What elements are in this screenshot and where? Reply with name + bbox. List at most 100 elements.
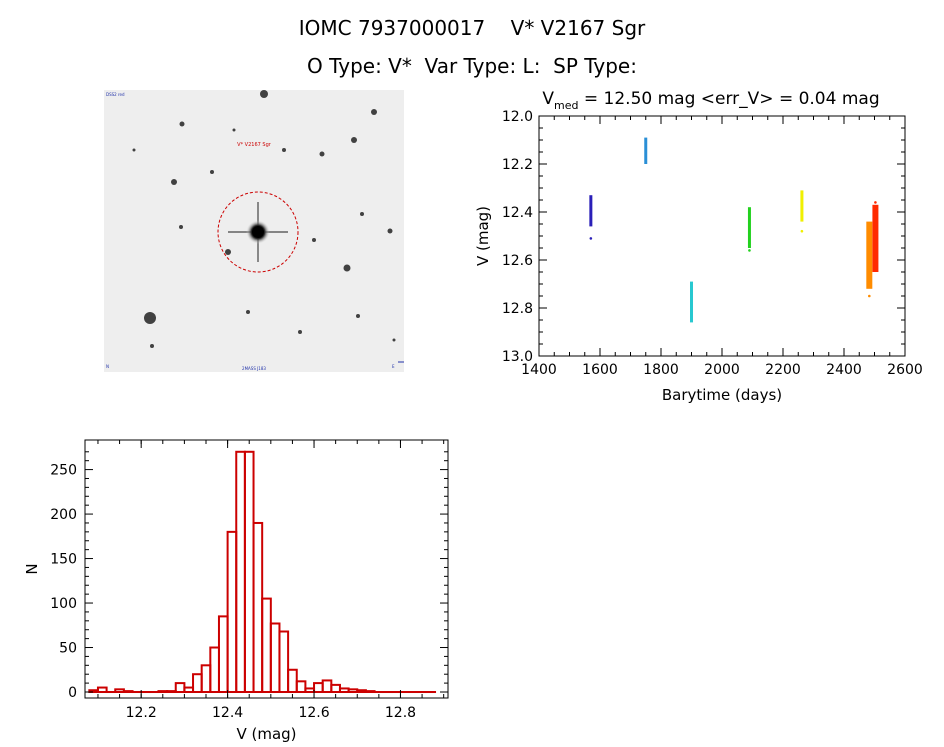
field-star	[343, 264, 351, 272]
histogram-bar	[252, 521, 264, 693]
field-star	[171, 179, 177, 185]
lc-x-tick-label: 2200	[765, 362, 801, 378]
hist-y-tick-label: 0	[68, 685, 77, 701]
lc-season-points	[690, 281, 693, 323]
field-star	[179, 121, 185, 127]
title-line-2: O Type: V* Var Type: L: SP Type:	[307, 54, 637, 78]
lc-x-tick-label: 1600	[582, 362, 618, 378]
hist-plot-frame	[84, 439, 449, 699]
lc-y-tick-label: 12.6	[502, 253, 533, 269]
lc-season-cluster	[866, 221, 873, 298]
histogram-bar	[192, 673, 203, 693]
lc-plot-frame	[538, 115, 906, 357]
bottom-label: 2MASS J183	[242, 366, 266, 371]
lc-season-cluster	[800, 190, 804, 233]
histogram-bar	[235, 450, 246, 693]
lc-season-points	[866, 221, 873, 289]
field-star	[392, 338, 396, 342]
field-star	[225, 249, 231, 255]
histogram-bar	[200, 664, 212, 694]
histogram-bar	[114, 688, 125, 693]
lc-season-points	[644, 137, 648, 164]
hist-y-tick-label: 150	[50, 552, 77, 568]
field-star	[132, 148, 136, 152]
histogram-bar	[338, 687, 350, 693]
histogram-bar	[243, 450, 255, 693]
hist-y-tick-label: 100	[50, 596, 77, 612]
target-highlight-circle	[217, 191, 299, 273]
lc-x-axis-label: Barytime (days)	[662, 386, 782, 404]
corner-label-bottom-right: E	[392, 364, 395, 369]
histogram-bar	[269, 622, 281, 693]
hist-y-tick-label: 200	[50, 507, 77, 523]
lc-season-cluster	[747, 207, 751, 252]
lc-axes: 1400 1600 1800 2000 2200 2400 2600 12.0 12.2 12.4…	[502, 109, 923, 378]
field-star	[387, 228, 393, 234]
histogram-bar	[321, 679, 333, 693]
field-star	[150, 344, 154, 348]
histogram-bar	[217, 615, 229, 693]
histogram-bar	[347, 688, 359, 693]
hist-y-axis-label: N	[23, 563, 41, 574]
histogram-bar	[183, 686, 195, 694]
field-star	[210, 170, 214, 174]
field-star	[298, 330, 302, 334]
lc-season-points	[872, 204, 879, 272]
histogram-bar	[96, 686, 108, 694]
lc-season-cluster	[589, 195, 593, 240]
field-star	[360, 212, 364, 216]
lc-season-cluster	[872, 201, 879, 272]
histogram-bar	[313, 682, 324, 694]
orientation-compass-icon	[398, 361, 404, 363]
field-stars	[132, 90, 396, 348]
histogram-bar	[174, 682, 186, 694]
lc-y-tick-label: 13.0	[502, 349, 533, 365]
lc-data-points	[589, 137, 879, 323]
histogram-bar	[364, 690, 376, 694]
lc-y-tick-label: 12.0	[502, 109, 533, 125]
lc-outlier-point	[868, 294, 871, 298]
hist-y-tick-label: 250	[50, 463, 77, 479]
histogram-bar	[209, 646, 220, 693]
histogram-bar	[304, 687, 316, 693]
field-star	[319, 151, 325, 157]
hist-y-tick-label: 50	[59, 641, 77, 657]
lc-y-tick-label: 12.2	[502, 157, 533, 173]
lc-x-tick-label: 2400	[826, 362, 862, 378]
lc-title: Vmed = 12.50 mag <err_V> = 0.04 mag	[542, 89, 879, 112]
lc-y-tick-label: 12.8	[502, 301, 533, 317]
field-star	[179, 225, 183, 229]
hist-x-tick-label: 12.4	[212, 705, 243, 721]
field-star	[144, 312, 156, 324]
lc-outlier-point	[800, 229, 804, 233]
lc-y-tick-label: 12.4	[502, 205, 533, 221]
field-star	[246, 310, 250, 314]
histogram-bar	[278, 630, 290, 693]
hist-x-tick-label: 12.2	[126, 705, 157, 721]
lc-season-cluster	[644, 137, 648, 164]
hist-x-tick-label: 12.6	[298, 705, 329, 721]
histogram-bar	[226, 530, 238, 693]
lc-season-points	[589, 195, 593, 227]
field-star	[356, 314, 360, 318]
histogram-bar	[157, 690, 169, 694]
lc-season-points	[800, 190, 804, 222]
field-star	[371, 109, 377, 115]
lc-x-tick-label: 1800	[643, 362, 679, 378]
histogram-bar	[295, 680, 307, 693]
hist-axes: 12.2 12.4 12.6 12.8 0 50 100 150 200 250	[50, 440, 448, 721]
corner-label-bottom-left: N	[106, 364, 109, 369]
lc-outlier-point	[874, 201, 877, 204]
histogram-bar	[356, 689, 367, 694]
light-curve-chart: Vmed = 12.50 mag <err_V> = 0.04 mag 1400…	[474, 89, 923, 404]
histogram-bar	[287, 668, 298, 693]
lc-season-cluster	[690, 281, 693, 323]
histogram-bar	[330, 683, 341, 693]
histogram-bar	[166, 690, 177, 694]
histogram-bar	[261, 597, 272, 694]
field-star	[351, 137, 357, 143]
lc-x-tick-label: 2600	[887, 362, 923, 378]
field-star	[232, 128, 236, 132]
lc-x-tick-label: 1400	[521, 362, 557, 378]
